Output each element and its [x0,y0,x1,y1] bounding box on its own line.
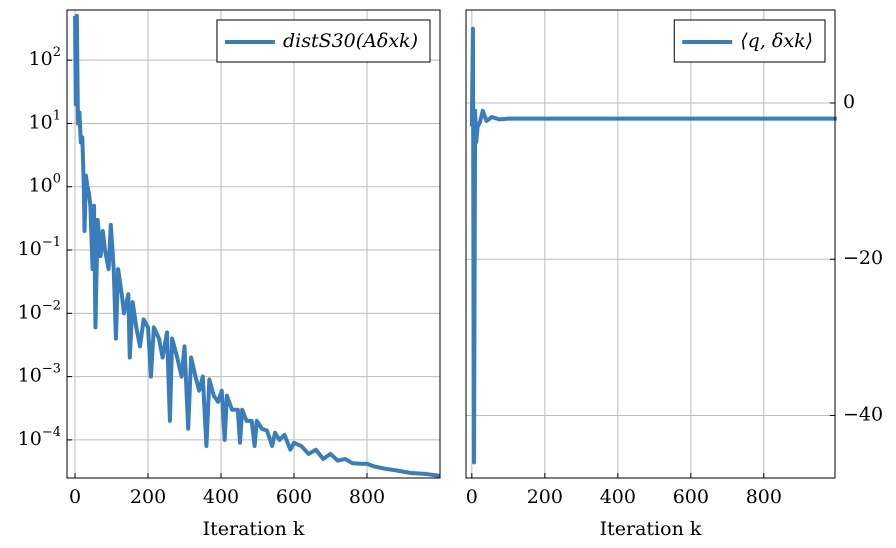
data-line [469,26,837,465]
y-tick-label: −40 [843,403,883,425]
x-tick-label: 400 [600,486,636,508]
y-tick-label: 101 [29,108,61,133]
x-tick-label: 600 [276,486,312,508]
legend: ⟨q, δxk⟩ [673,19,826,63]
x-tick-label: 0 [69,486,81,508]
x-axis-label: Iteration k [203,518,305,540]
x-tick-label: 400 [203,486,239,508]
x-tick-label: 800 [746,486,782,508]
y-tick-label: 0 [843,91,855,113]
plot-frame [66,9,441,479]
x-tick-label: 0 [466,486,478,508]
y-tick-label: 102 [29,45,61,71]
x-tick-label: 200 [527,486,563,508]
y-tick-label: 10−2 [18,298,61,324]
plot-frame [465,9,836,479]
x-tick-label: 200 [130,486,166,508]
x-tick-label: 800 [349,486,385,508]
x-axis-label: Iteration k [600,518,702,540]
data-line [73,13,441,478]
legend: distS30(Aδxk) [216,19,431,63]
y-tick-label: 10−1 [18,235,61,261]
y-tick-label: 100 [29,171,61,197]
y-tick-label: 10−3 [18,361,61,387]
legend-label: distS30(Aδxk) [283,30,418,52]
y-tick-label: 10−4 [18,424,61,450]
y-tick-label: −20 [843,247,883,269]
legend-label: ⟨q, δxk⟩ [740,30,813,52]
x-tick-label: 600 [673,486,709,508]
